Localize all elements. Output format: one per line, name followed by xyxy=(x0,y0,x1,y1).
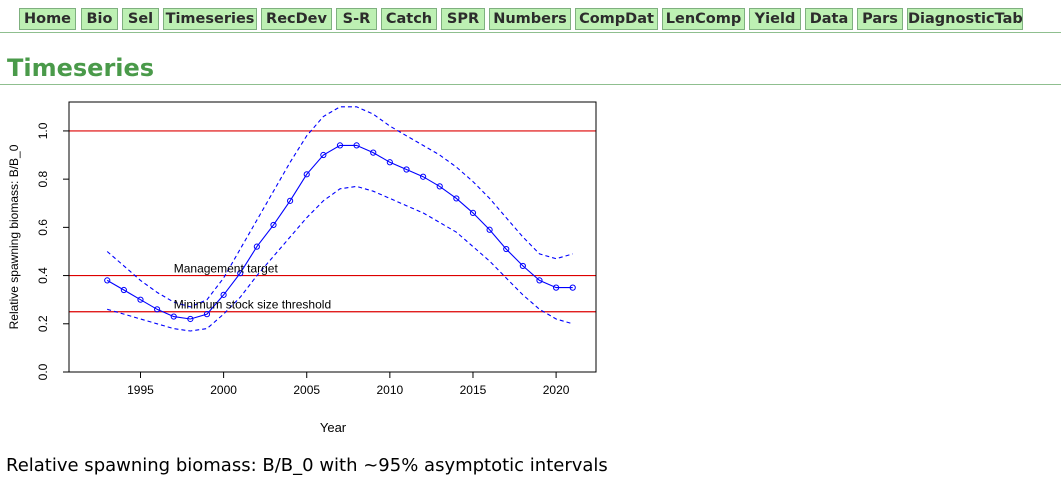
tab-bio[interactable]: Bio xyxy=(81,8,118,30)
tab-lencomp[interactable]: LenComp xyxy=(662,8,745,30)
data-point xyxy=(154,306,161,313)
y-axis: 0.0 0.2 0.4 0.6 0.8 1.0 xyxy=(36,122,69,380)
x-tick-label: 2020 xyxy=(543,383,570,397)
data-point xyxy=(253,243,260,250)
tab-sel[interactable]: Sel xyxy=(122,8,159,30)
tab-catch[interactable]: Catch xyxy=(381,8,437,30)
tab-spr[interactable]: SPR xyxy=(441,8,485,30)
reference-labels: Management target Minimum stock size thre… xyxy=(174,262,331,312)
series-upper-interval xyxy=(106,106,573,308)
tab-data[interactable]: Data xyxy=(805,8,853,30)
data-point xyxy=(287,197,294,204)
series-lower-interval xyxy=(107,185,573,332)
data-point xyxy=(170,313,177,320)
x-tick-label: 1995 xyxy=(127,383,154,397)
title-divider xyxy=(0,84,1061,85)
reference-label-management-target: Management target xyxy=(174,262,279,276)
tab-recdev[interactable]: RecDev xyxy=(261,8,332,30)
data-point xyxy=(237,270,244,277)
x-tick-label: 2000 xyxy=(210,383,237,397)
x-tick-label: 2005 xyxy=(293,383,320,397)
tab-compdat[interactable]: CompDat xyxy=(575,8,658,30)
data-point xyxy=(536,277,543,284)
series-estimate xyxy=(106,144,573,320)
tab-bar: Home Bio Sel Timeseries RecDev S-R Catch SPR Num… xyxy=(0,0,1061,33)
data-point xyxy=(370,149,377,156)
tab-s-r[interactable]: S-R xyxy=(336,8,377,30)
data-point xyxy=(336,142,344,149)
y-tick-label: 0.6 xyxy=(36,219,50,236)
data-point xyxy=(120,286,127,294)
plot-frame xyxy=(68,101,597,373)
reference-lines xyxy=(69,130,596,313)
y-axis-label: Relative spawning biomass: B/B_0 xyxy=(7,144,21,329)
tab-list: Home Bio Sel Timeseries RecDev S-R Catch SPR Num… xyxy=(0,0,1061,32)
data-point xyxy=(386,159,393,166)
page-title: Timeseries xyxy=(7,54,155,82)
data-point xyxy=(469,209,477,216)
tab-pars[interactable]: Pars xyxy=(857,8,903,30)
x-axis: 1995 2000 2005 2010 2015 2020 xyxy=(127,372,570,397)
tab-diagnostictables[interactable]: DiagnosticTables xyxy=(907,8,1023,30)
data-point xyxy=(453,195,460,202)
data-point xyxy=(403,166,410,173)
data-point xyxy=(353,142,360,149)
y-tick-label: 1.0 xyxy=(36,122,50,139)
data-point xyxy=(137,296,144,303)
y-tick-label: 0.8 xyxy=(36,170,50,187)
y-tick-label: 0.2 xyxy=(36,315,50,332)
data-point xyxy=(420,173,427,180)
tab-home[interactable]: Home xyxy=(19,8,76,30)
data-point xyxy=(553,284,560,291)
data-point xyxy=(187,315,194,323)
data-point xyxy=(203,311,211,318)
data-point xyxy=(519,262,526,270)
tab-numbers[interactable]: Numbers xyxy=(489,8,571,30)
x-axis-label: Year xyxy=(320,420,347,435)
tab-yield[interactable]: Yield xyxy=(749,8,801,30)
reference-label-minimum-stock-size-threshold: Minimum stock size threshold xyxy=(174,298,331,312)
x-tick-label: 2015 xyxy=(460,383,487,397)
x-tick-label: 2010 xyxy=(377,383,404,397)
y-tick-label: 0.0 xyxy=(36,363,50,380)
data-point xyxy=(303,171,310,178)
data-point xyxy=(486,226,493,233)
data-point xyxy=(569,284,576,291)
data-point xyxy=(503,245,510,253)
data-point xyxy=(320,151,327,159)
y-tick-label: 0.4 xyxy=(36,267,50,284)
series-lines xyxy=(106,106,573,332)
data-point xyxy=(220,291,227,298)
estimate-points xyxy=(104,142,576,323)
timeseries-figure: 1995 2000 2005 2010 2015 2020 0.0 0.2 0.4 0.6 0.8… xyxy=(7,101,597,435)
figure-caption: Relative spawning biomass: B/B_0 with ~9… xyxy=(6,455,608,476)
data-point xyxy=(270,221,277,229)
data-point xyxy=(104,277,111,284)
tab-timeseries[interactable]: Timeseries xyxy=(163,8,257,30)
data-point xyxy=(436,183,443,190)
